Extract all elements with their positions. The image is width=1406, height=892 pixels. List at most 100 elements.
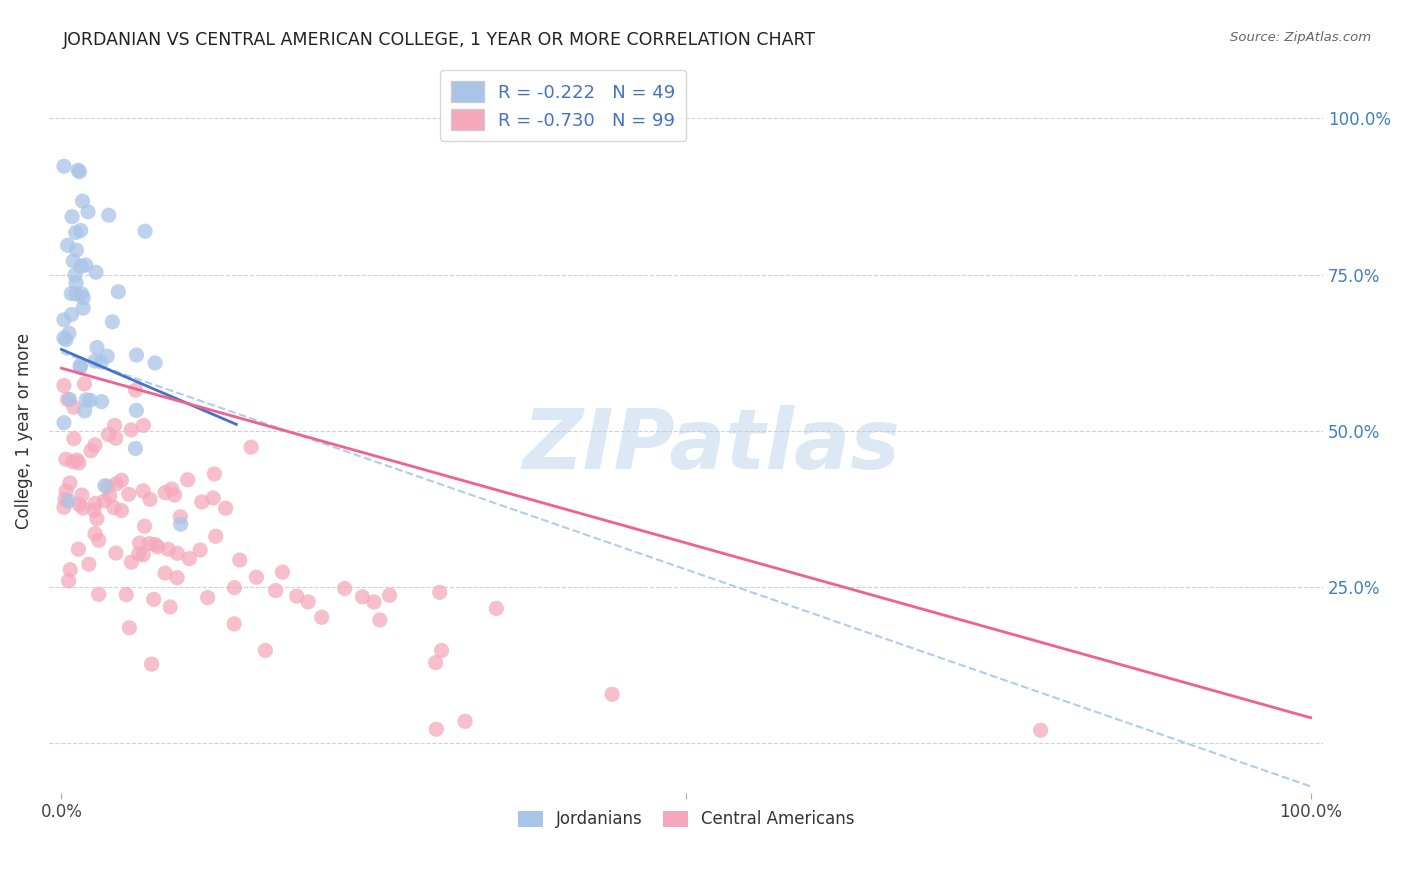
Point bbox=[285, 589, 308, 603]
Point bbox=[90, 355, 112, 369]
Point bbox=[65, 276, 87, 290]
Point bbox=[430, 643, 453, 657]
Point bbox=[105, 477, 128, 491]
Point bbox=[103, 500, 125, 515]
Point bbox=[67, 498, 90, 512]
Point bbox=[191, 495, 214, 509]
Point bbox=[224, 581, 246, 595]
Point bbox=[141, 657, 163, 672]
Point bbox=[59, 392, 82, 407]
Point bbox=[84, 438, 107, 452]
Point bbox=[132, 418, 155, 433]
Point bbox=[86, 341, 108, 355]
Point bbox=[84, 496, 107, 510]
Point bbox=[160, 482, 183, 496]
Point bbox=[94, 479, 117, 493]
Point bbox=[202, 491, 225, 505]
Point bbox=[84, 354, 107, 368]
Point bbox=[67, 163, 90, 178]
Point bbox=[55, 452, 77, 467]
Point bbox=[485, 601, 508, 615]
Point bbox=[352, 590, 374, 604]
Point bbox=[134, 519, 156, 533]
Point bbox=[146, 540, 169, 554]
Point bbox=[69, 164, 91, 178]
Point bbox=[118, 487, 141, 501]
Point bbox=[65, 287, 87, 301]
Text: JORDANIAN VS CENTRAL AMERICAN COLLEGE, 1 YEAR OR MORE CORRELATION CHART: JORDANIAN VS CENTRAL AMERICAN COLLEGE, 1… bbox=[63, 31, 817, 49]
Point bbox=[166, 546, 188, 560]
Point bbox=[72, 194, 94, 208]
Point bbox=[62, 254, 84, 268]
Point bbox=[110, 473, 132, 487]
Point bbox=[87, 587, 110, 601]
Point bbox=[69, 360, 91, 375]
Point bbox=[59, 563, 82, 577]
Point bbox=[93, 493, 115, 508]
Point bbox=[58, 574, 80, 588]
Point bbox=[264, 583, 287, 598]
Point bbox=[55, 484, 77, 499]
Point bbox=[143, 537, 166, 551]
Point bbox=[202, 467, 225, 481]
Point bbox=[52, 500, 75, 515]
Point bbox=[169, 509, 191, 524]
Point bbox=[138, 536, 160, 550]
Point bbox=[84, 265, 107, 279]
Point bbox=[363, 595, 385, 609]
Point bbox=[65, 243, 87, 257]
Point bbox=[188, 543, 211, 558]
Point bbox=[66, 453, 89, 467]
Point bbox=[118, 621, 141, 635]
Point bbox=[155, 485, 177, 500]
Point bbox=[132, 483, 155, 498]
Point bbox=[166, 571, 188, 585]
Point bbox=[104, 431, 127, 445]
Point bbox=[163, 488, 186, 502]
Point bbox=[169, 517, 191, 532]
Text: Source: ZipAtlas.com: Source: ZipAtlas.com bbox=[1230, 31, 1371, 45]
Point bbox=[157, 542, 180, 557]
Point bbox=[59, 475, 82, 490]
Point bbox=[70, 287, 93, 301]
Point bbox=[97, 427, 120, 442]
Point bbox=[229, 553, 252, 567]
Point bbox=[73, 376, 96, 391]
Point bbox=[65, 226, 87, 240]
Point bbox=[52, 312, 75, 326]
Point bbox=[125, 348, 148, 362]
Point bbox=[63, 432, 86, 446]
Point bbox=[271, 565, 294, 579]
Point bbox=[63, 268, 86, 282]
Point bbox=[368, 613, 391, 627]
Point bbox=[72, 291, 94, 305]
Point bbox=[132, 548, 155, 562]
Point bbox=[75, 392, 97, 407]
Y-axis label: College, 1 year or more: College, 1 year or more bbox=[15, 333, 32, 529]
Point bbox=[56, 238, 79, 252]
Point bbox=[60, 286, 83, 301]
Point bbox=[245, 570, 267, 584]
Point bbox=[55, 333, 77, 347]
Point bbox=[87, 533, 110, 548]
Point bbox=[124, 442, 146, 456]
Point bbox=[77, 558, 100, 572]
Point bbox=[107, 285, 129, 299]
Legend: Jordanians, Central Americans: Jordanians, Central Americans bbox=[510, 804, 862, 835]
Point bbox=[153, 566, 176, 580]
Point bbox=[52, 331, 75, 345]
Point bbox=[73, 404, 96, 418]
Point bbox=[124, 383, 146, 397]
Point bbox=[115, 588, 138, 602]
Point bbox=[79, 393, 101, 408]
Point bbox=[429, 585, 451, 599]
Point bbox=[134, 224, 156, 238]
Point bbox=[98, 489, 121, 503]
Point bbox=[96, 349, 118, 363]
Text: ZIPatlas: ZIPatlas bbox=[523, 405, 900, 485]
Point bbox=[58, 326, 80, 341]
Point bbox=[600, 687, 623, 701]
Point bbox=[53, 492, 76, 507]
Point bbox=[128, 536, 150, 550]
Point bbox=[56, 392, 79, 407]
